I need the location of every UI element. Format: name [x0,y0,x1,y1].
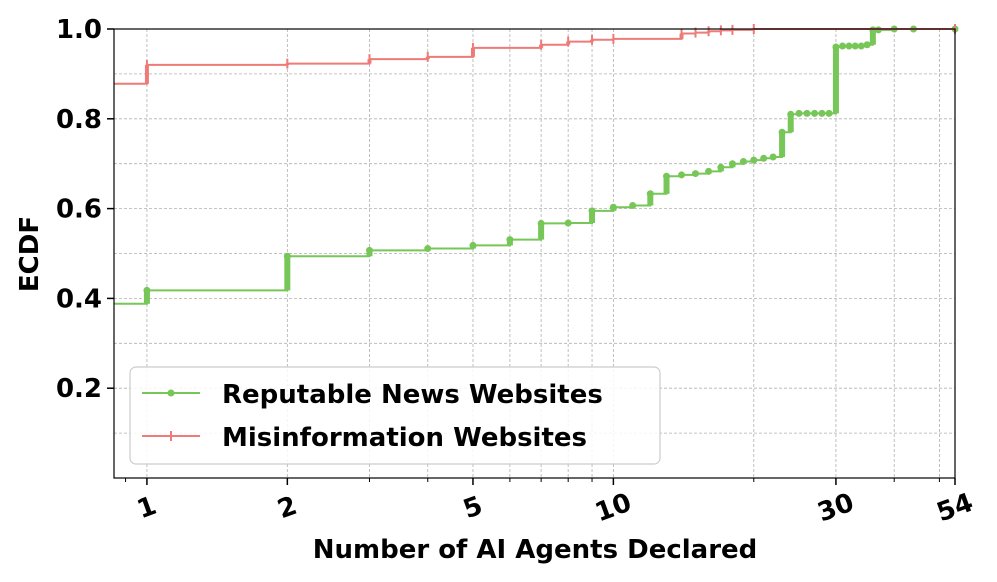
data-point [839,42,847,50]
data-point [609,203,617,211]
data-point [825,109,833,117]
data-point [728,160,736,168]
data-point [588,207,596,215]
data-point [769,153,777,161]
reputable-line [114,28,955,305]
data-point [692,170,700,178]
data-point [365,246,373,254]
data-point [795,109,803,117]
data-point [778,128,786,136]
misinformation-line [114,28,955,85]
series-misinformation [114,24,956,85]
data-point [469,241,477,249]
x-axis-ticks: 1 2 5 10 30 54 [125,478,977,529]
y-axis-label: ECDF [15,216,45,292]
y-tick-label: 1.0 [56,15,102,45]
legend-label-misinformation: Misinformation Websites [222,423,587,453]
legend-marker-reputable [167,389,175,397]
data-point [818,109,826,117]
series-layer [114,24,959,305]
data-point [750,156,758,164]
data-point [787,110,795,118]
data-point [863,41,871,49]
data-point [646,190,654,198]
plot-frame [113,28,956,479]
x-axis-label: Number of AI Agents Declared [313,535,758,565]
data-point [832,43,840,51]
data-point [739,157,747,165]
series-reputable [114,25,959,305]
data-point [857,42,865,50]
data-point [663,172,671,180]
data-point [424,245,432,253]
y-tick-label: 0.4 [56,284,102,314]
data-point [845,42,853,50]
data-point [811,109,819,117]
data-point [506,236,514,244]
x-tick-label: 30 [814,488,858,529]
data-point [717,163,725,171]
data-point [705,167,713,175]
data-point [537,219,545,227]
data-point [851,42,859,50]
y-tick-label: 0.2 [56,374,102,404]
data-point [564,219,572,227]
data-point [283,252,291,260]
legend-box [129,366,661,465]
x-tick-label: 54 [933,488,977,529]
data-point [143,286,151,294]
data-point [760,154,768,162]
x-tick-label: 10 [591,488,635,529]
legend: Reputable News Websites Misinformation W… [129,366,661,465]
x-tick-label: 5 [459,491,486,525]
x-tick-label: 2 [274,491,301,525]
data-point [629,201,637,209]
data-point [803,109,811,117]
x-tick-label: 1 [133,491,160,525]
legend-label-reputable: Reputable News Websites [222,380,603,410]
y-tick-label: 0.6 [56,195,102,225]
y-tick-label: 0.8 [56,105,102,135]
y-axis-ticks: 0.2 0.4 0.6 0.8 1.0 [56,15,114,404]
data-point [678,171,686,179]
